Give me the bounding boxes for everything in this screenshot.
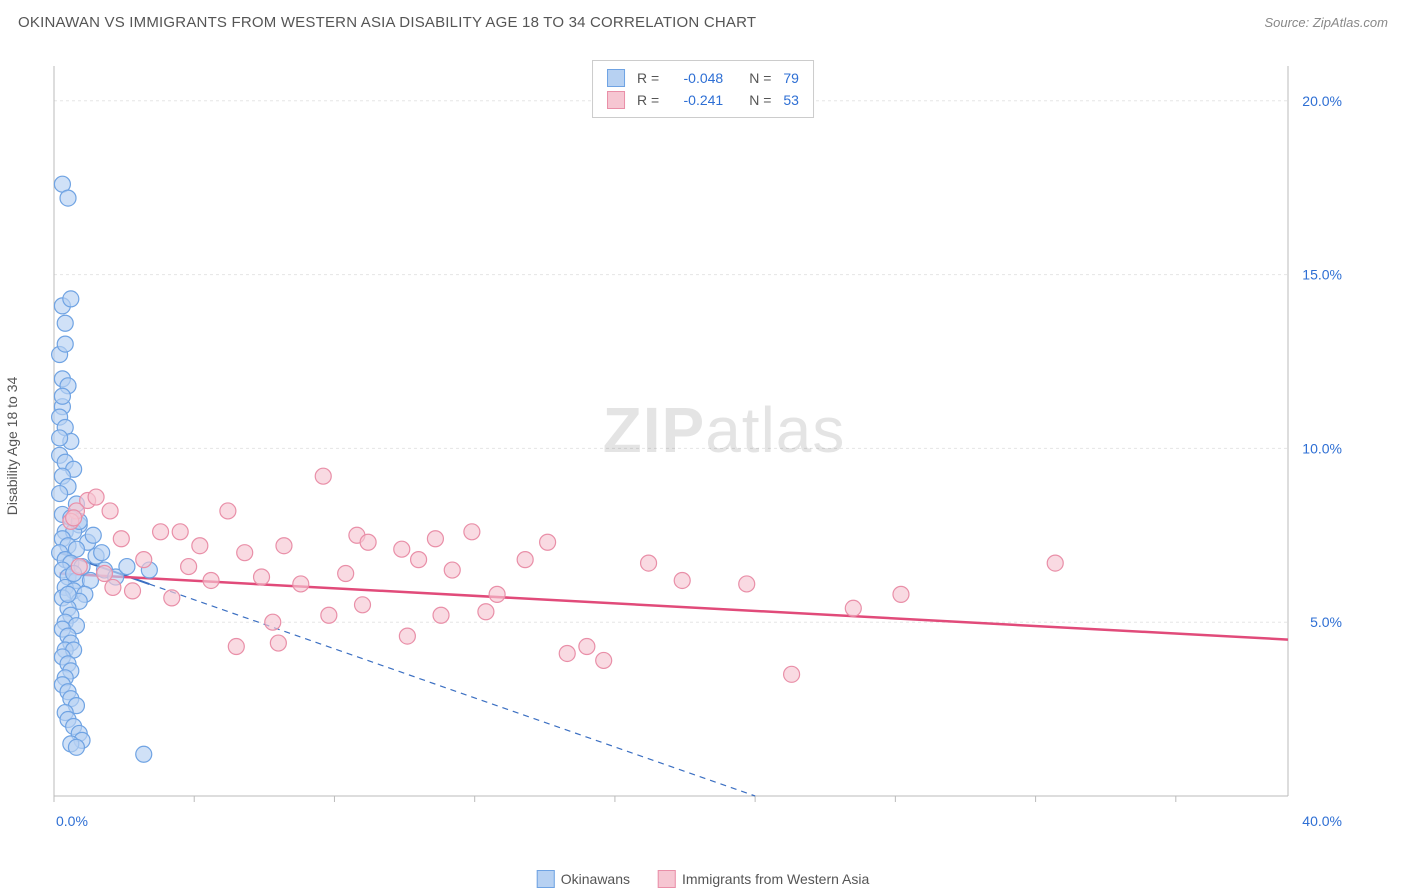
n-label: N =: [749, 70, 771, 86]
scatter-plot: 5.0% 10.0% 15.0% 20.0% 0.0% 40.0%: [48, 60, 1348, 830]
svg-text:10.0%: 10.0%: [1302, 440, 1342, 456]
legend-item-immigrants: Immigrants from Western Asia: [658, 870, 869, 888]
series-name-okinawans: Okinawans: [561, 871, 630, 887]
r-label: R =: [637, 70, 659, 86]
swatch-okinawans: [607, 69, 625, 87]
header: OKINAWAN VS IMMIGRANTS FROM WESTERN ASIA…: [18, 14, 1388, 31]
correlation-legend: R = -0.048 N = 79 R = -0.241 N = 53: [592, 60, 814, 118]
series-name-immigrants: Immigrants from Western Asia: [682, 871, 869, 887]
legend-row-immigrants: R = -0.241 N = 53: [607, 89, 799, 111]
r-label: R =: [637, 92, 659, 108]
r-value-okinawans: -0.048: [667, 70, 723, 86]
r-value-immigrants: -0.241: [667, 92, 723, 108]
y-axis-label: Disability Age 18 to 34: [4, 377, 20, 516]
svg-text:40.0%: 40.0%: [1302, 813, 1342, 829]
legend-item-okinawans: Okinawans: [537, 870, 630, 888]
svg-text:20.0%: 20.0%: [1302, 93, 1342, 109]
series-legend: Okinawans Immigrants from Western Asia: [537, 870, 870, 888]
swatch-immigrants-bottom: [658, 870, 676, 888]
chart-title: OKINAWAN VS IMMIGRANTS FROM WESTERN ASIA…: [18, 14, 756, 31]
swatch-okinawans-bottom: [537, 870, 555, 888]
n-label: N =: [749, 92, 771, 108]
legend-row-okinawans: R = -0.048 N = 79: [607, 67, 799, 89]
svg-text:15.0%: 15.0%: [1302, 267, 1342, 283]
n-value-immigrants: 53: [783, 92, 799, 108]
chart-area: 5.0%10.0%15.0%20.0%0.0%40.0% ZIPatlas: [48, 60, 1348, 830]
n-value-okinawans: 79: [783, 70, 799, 86]
swatch-immigrants: [607, 91, 625, 109]
source-name: ZipAtlas.com: [1313, 15, 1388, 30]
svg-text:0.0%: 0.0%: [56, 813, 88, 829]
source-prefix: Source:: [1264, 15, 1312, 30]
source-attribution: Source: ZipAtlas.com: [1264, 15, 1388, 30]
svg-text:5.0%: 5.0%: [1310, 614, 1342, 630]
